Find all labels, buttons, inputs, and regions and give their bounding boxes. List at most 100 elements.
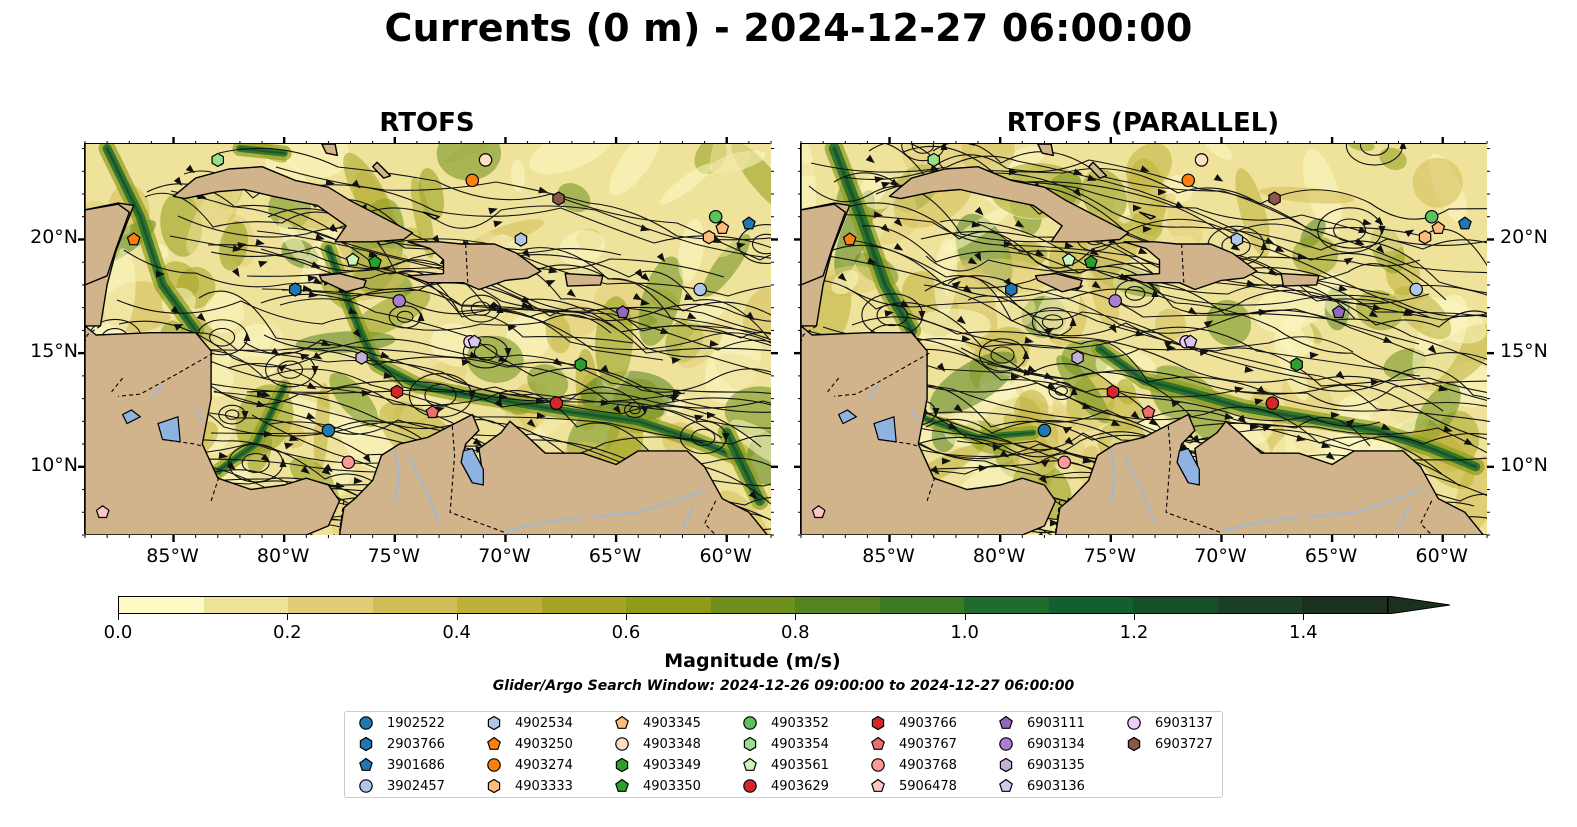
float-marker-4903333[interactable] [1418,230,1432,245]
float-marker-4903561[interactable] [345,252,360,266]
float-marker-1902522[interactable] [1037,423,1052,438]
legend-marker[interactable] [615,737,629,751]
legend-marker[interactable] [743,716,757,730]
float-marker-4903766[interactable] [1106,384,1120,399]
float-marker-4903274[interactable] [1181,173,1196,188]
pentagon-marker-icon [871,778,885,792]
float-marker-6903134[interactable] [392,294,407,308]
legend-marker[interactable] [615,778,629,792]
float-marker-4903561[interactable] [1061,252,1076,266]
float-marker-4903766[interactable] [390,384,404,399]
float-marker-4903629[interactable] [549,396,564,410]
float-marker-2903766[interactable] [1005,282,1018,297]
float-legend: 1902522 2903766 3901686 3902457 4902534 49032… [344,711,1223,798]
float-marker-4902534[interactable] [1230,232,1244,247]
legend-marker[interactable] [359,757,373,771]
legend-marker[interactable] [487,736,501,750]
legend-marker[interactable] [999,737,1013,751]
float-marker-4903349[interactable] [574,357,587,372]
float-marker-4903767[interactable] [425,404,440,419]
float-marker-3901686[interactable] [1457,216,1472,230]
float-marker-4903274[interactable] [465,173,480,188]
float-marker-4903250[interactable] [842,232,857,246]
float-marker-1902522[interactable] [321,423,336,438]
legend-marker[interactable] [359,779,373,793]
legend-marker[interactable] [871,736,885,750]
legend-marker[interactable] [487,758,501,772]
float-marker-4902534[interactable] [514,232,528,247]
float-marker-4903345[interactable] [1431,220,1446,235]
legend-marker[interactable] [615,715,629,729]
float-marker-2903766[interactable] [289,282,302,297]
legend-item-4903349: 4903349 [613,756,701,774]
float-marker-4903345[interactable] [715,220,730,235]
pentagon-marker-icon [487,736,501,750]
float-marker-4903348[interactable] [478,153,493,167]
float-marker-4903352[interactable] [1424,209,1439,224]
map-panel-rtofs[interactable] [78,137,778,542]
float-marker-4903354[interactable] [927,152,940,168]
legend-marker[interactable] [1127,716,1141,730]
float-marker-4903350[interactable] [1083,254,1098,269]
float-marker-4903768[interactable] [1057,455,1072,470]
float-marker-4903768[interactable] [341,455,356,470]
float-marker-6903111[interactable] [1331,304,1346,319]
colorbar-tick-label: 0.2 [273,622,302,643]
legend-marker[interactable] [871,758,885,772]
legend-marker[interactable] [487,715,501,731]
legend-marker[interactable] [743,736,757,752]
legend-marker[interactable] [999,778,1013,792]
float-marker-6903136[interactable] [1183,334,1198,348]
lat-tick-label-right: 10°N [1500,453,1548,476]
float-marker-4903354[interactable] [211,152,224,168]
legend-label: 5906478 [899,778,957,794]
legend-marker[interactable] [743,779,757,793]
legend-item-4903345: 4903345 [613,714,701,732]
legend-label: 4903768 [899,757,957,773]
float-marker-4903350[interactable] [367,254,382,269]
circle-marker-icon [999,737,1013,751]
colorbar-segment [541,597,627,613]
float-marker-5906478[interactable] [95,505,110,519]
pentagon-marker-icon [743,757,757,771]
legend-marker[interactable] [871,778,885,792]
float-marker-4903767[interactable] [1141,404,1156,419]
legend-marker[interactable] [999,757,1013,773]
float-marker-3902457[interactable] [693,282,707,297]
float-marker-6903135[interactable] [355,350,368,365]
legend-item-4903352: 4903352 [741,714,829,732]
float-marker-4903629[interactable] [1265,396,1280,410]
circle-marker-icon [743,716,757,730]
float-marker-4903250[interactable] [126,232,141,246]
colorbar-extend-arrow [1388,596,1450,614]
float-marker-3901686[interactable] [741,216,756,230]
legend-marker[interactable] [487,778,501,794]
legend-marker[interactable] [999,715,1013,729]
float-marker-4903348[interactable] [1194,153,1209,167]
float-marker-6903135[interactable] [1071,350,1084,365]
legend-item-4903767: 4903767 [869,735,957,753]
legend-item-6903111: 6903111 [997,714,1085,732]
legend-marker[interactable] [359,736,373,752]
float-marker-5906478[interactable] [811,505,826,519]
float-marker-6903136[interactable] [467,334,482,348]
legend-marker[interactable] [359,716,373,730]
legend-marker[interactable] [1127,736,1141,752]
legend-marker[interactable] [615,757,629,773]
float-marker-6903727[interactable] [552,191,565,206]
float-marker-4903333[interactable] [702,230,716,245]
legend-marker[interactable] [743,757,757,771]
land [85,144,771,535]
float-marker-6903727[interactable] [1268,191,1281,206]
legend-label: 4903352 [771,715,829,731]
legend-marker[interactable] [871,715,885,731]
float-marker-6903134[interactable] [1108,294,1123,308]
float-marker-3902457[interactable] [1409,282,1423,297]
float-marker-4903349[interactable] [1290,357,1303,372]
float-marker-6903111[interactable] [615,304,630,319]
colorbar-segment [1217,597,1303,613]
legend-item-4903561: 4903561 [741,756,829,774]
map-panel-rtofs-parallel[interactable] [794,137,1494,542]
colorbar-segment [372,597,458,613]
float-marker-4903352[interactable] [708,209,723,224]
